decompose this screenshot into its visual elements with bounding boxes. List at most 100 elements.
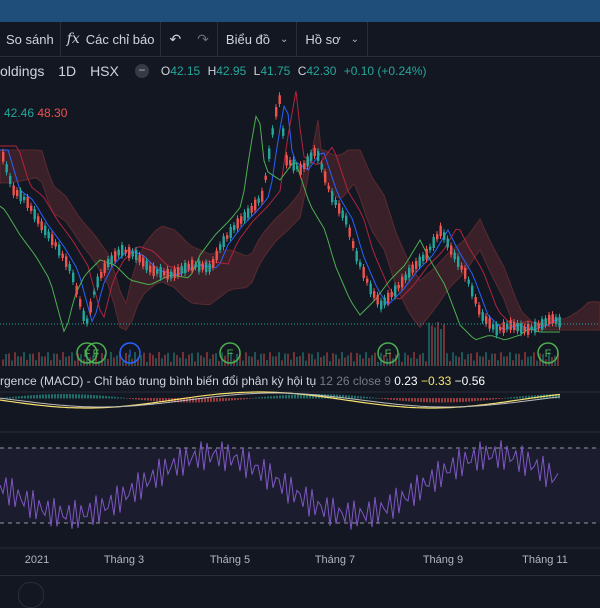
toolbar-divider bbox=[296, 22, 298, 56]
macd-histogram-bar bbox=[57, 394, 59, 399]
macd-title[interactable]: rgence (MACD) - Chỉ báo trung bình biến … bbox=[0, 374, 317, 388]
volume-bar bbox=[431, 325, 433, 366]
candle-body bbox=[453, 252, 456, 260]
macd-histogram-bar bbox=[252, 397, 254, 399]
macd-histogram-bar bbox=[339, 394, 341, 399]
volume-bar bbox=[257, 359, 259, 366]
compare-button[interactable]: So sánh bbox=[0, 22, 60, 56]
volume-bar bbox=[557, 352, 559, 366]
macd-histogram-bar bbox=[357, 396, 359, 399]
marker-label: F bbox=[545, 348, 552, 360]
undo-button[interactable]: ↶ bbox=[161, 22, 189, 56]
ichimoku-cloud bbox=[0, 119, 600, 331]
candle-body bbox=[79, 299, 82, 307]
volume-bar bbox=[77, 353, 79, 366]
profile-menu-button[interactable]: Hồ sơ ⌄ bbox=[297, 22, 367, 56]
candle-body bbox=[107, 258, 110, 268]
macd-histogram-bar bbox=[45, 394, 47, 399]
symbol-info[interactable]: oldings 1D HSX bbox=[0, 63, 129, 79]
macd-histogram-bar bbox=[312, 394, 314, 399]
event-marker: F bbox=[219, 342, 241, 364]
candle-body bbox=[429, 246, 432, 251]
candle-body bbox=[380, 300, 383, 310]
toolbar-divider bbox=[59, 22, 61, 56]
candle-body bbox=[516, 323, 519, 332]
macd-histogram-bar bbox=[69, 394, 71, 399]
reset-circle-icon[interactable] bbox=[18, 582, 44, 608]
macd-histogram-bar bbox=[282, 395, 284, 399]
macd-histogram-bar bbox=[66, 394, 68, 399]
candle-body bbox=[471, 285, 474, 297]
macd-histogram-bar bbox=[528, 395, 530, 399]
volume-bar bbox=[191, 353, 193, 366]
volume-bar bbox=[239, 353, 241, 366]
time-axis[interactable]: 2021 Tháng 3 Tháng 5 Tháng 7 Tháng 9 Thá… bbox=[0, 552, 600, 570]
candle-body bbox=[523, 326, 526, 333]
macd-histogram-bar bbox=[402, 398, 404, 401]
candle-body bbox=[432, 237, 435, 248]
candle-body bbox=[460, 265, 463, 270]
candle-body bbox=[544, 318, 547, 326]
macd-histogram-bar bbox=[75, 394, 77, 399]
macd-histogram-bar bbox=[99, 395, 101, 399]
symbol-name: oldings bbox=[0, 63, 45, 79]
candle-body bbox=[110, 255, 113, 264]
volume-bar bbox=[173, 352, 175, 366]
candle-body bbox=[254, 199, 257, 211]
candle-body bbox=[156, 269, 159, 274]
candle-body bbox=[26, 197, 29, 208]
candle-body bbox=[411, 264, 414, 273]
volume-bar bbox=[104, 354, 106, 366]
macd-histogram-bar bbox=[396, 398, 398, 401]
macd-histogram-bar bbox=[354, 395, 356, 399]
candle-body bbox=[215, 250, 218, 261]
profile-menu-label: Hồ sơ bbox=[305, 31, 341, 47]
volume-bar bbox=[335, 354, 337, 366]
macd-histogram-bar bbox=[153, 398, 155, 402]
candle-body bbox=[506, 323, 509, 330]
volume-bar bbox=[125, 352, 127, 366]
candle-body bbox=[177, 267, 180, 276]
candle-body bbox=[131, 251, 134, 257]
candle-body bbox=[222, 236, 225, 248]
macd-histogram-bar bbox=[165, 398, 167, 402]
macd-histogram-bar bbox=[222, 398, 224, 402]
candle-body bbox=[530, 326, 533, 330]
macd-histogram-bar bbox=[432, 398, 434, 403]
macd-pane bbox=[0, 391, 561, 409]
compare-label: So sánh bbox=[6, 31, 54, 47]
macd-histogram-bar bbox=[219, 398, 221, 402]
volume-bar bbox=[533, 352, 535, 366]
candle-body bbox=[173, 268, 176, 278]
chart-toolbar: So sánh fx Các chỉ báo ↶ ↷ Biểu đồ ⌄ Hồ … bbox=[0, 22, 600, 57]
candle-body bbox=[135, 249, 138, 261]
indicators-button[interactable]: fx Các chỉ báo bbox=[61, 22, 161, 56]
volume-bar bbox=[23, 352, 25, 366]
macd-histogram-bar bbox=[72, 394, 74, 399]
volume-bar bbox=[242, 360, 244, 366]
candle-body bbox=[450, 245, 453, 255]
candle-body bbox=[72, 272, 75, 283]
candle-body bbox=[93, 291, 96, 295]
volume-bar bbox=[341, 352, 343, 366]
candle-body bbox=[338, 203, 341, 214]
toolbar-divider bbox=[367, 22, 369, 56]
candle-body bbox=[33, 209, 36, 220]
macd-histogram-bar bbox=[459, 398, 461, 403]
volume-bar bbox=[140, 355, 142, 366]
chart-menu-button[interactable]: Biểu đồ ⌄ bbox=[218, 22, 296, 56]
volume-bar bbox=[323, 355, 325, 366]
volume-bar bbox=[326, 352, 328, 366]
volume-bar bbox=[281, 360, 283, 366]
volume-bar bbox=[47, 352, 49, 366]
macd-histogram-bar bbox=[231, 398, 233, 401]
marker-circle bbox=[85, 342, 107, 364]
volume-bar bbox=[161, 358, 163, 366]
volume-bar bbox=[338, 358, 340, 366]
collapse-icon[interactable]: − bbox=[134, 64, 149, 78]
redo-button[interactable]: ↷ bbox=[189, 22, 217, 56]
volume-bar bbox=[317, 352, 319, 366]
candle-body bbox=[5, 164, 8, 173]
volume-bar bbox=[386, 358, 388, 366]
